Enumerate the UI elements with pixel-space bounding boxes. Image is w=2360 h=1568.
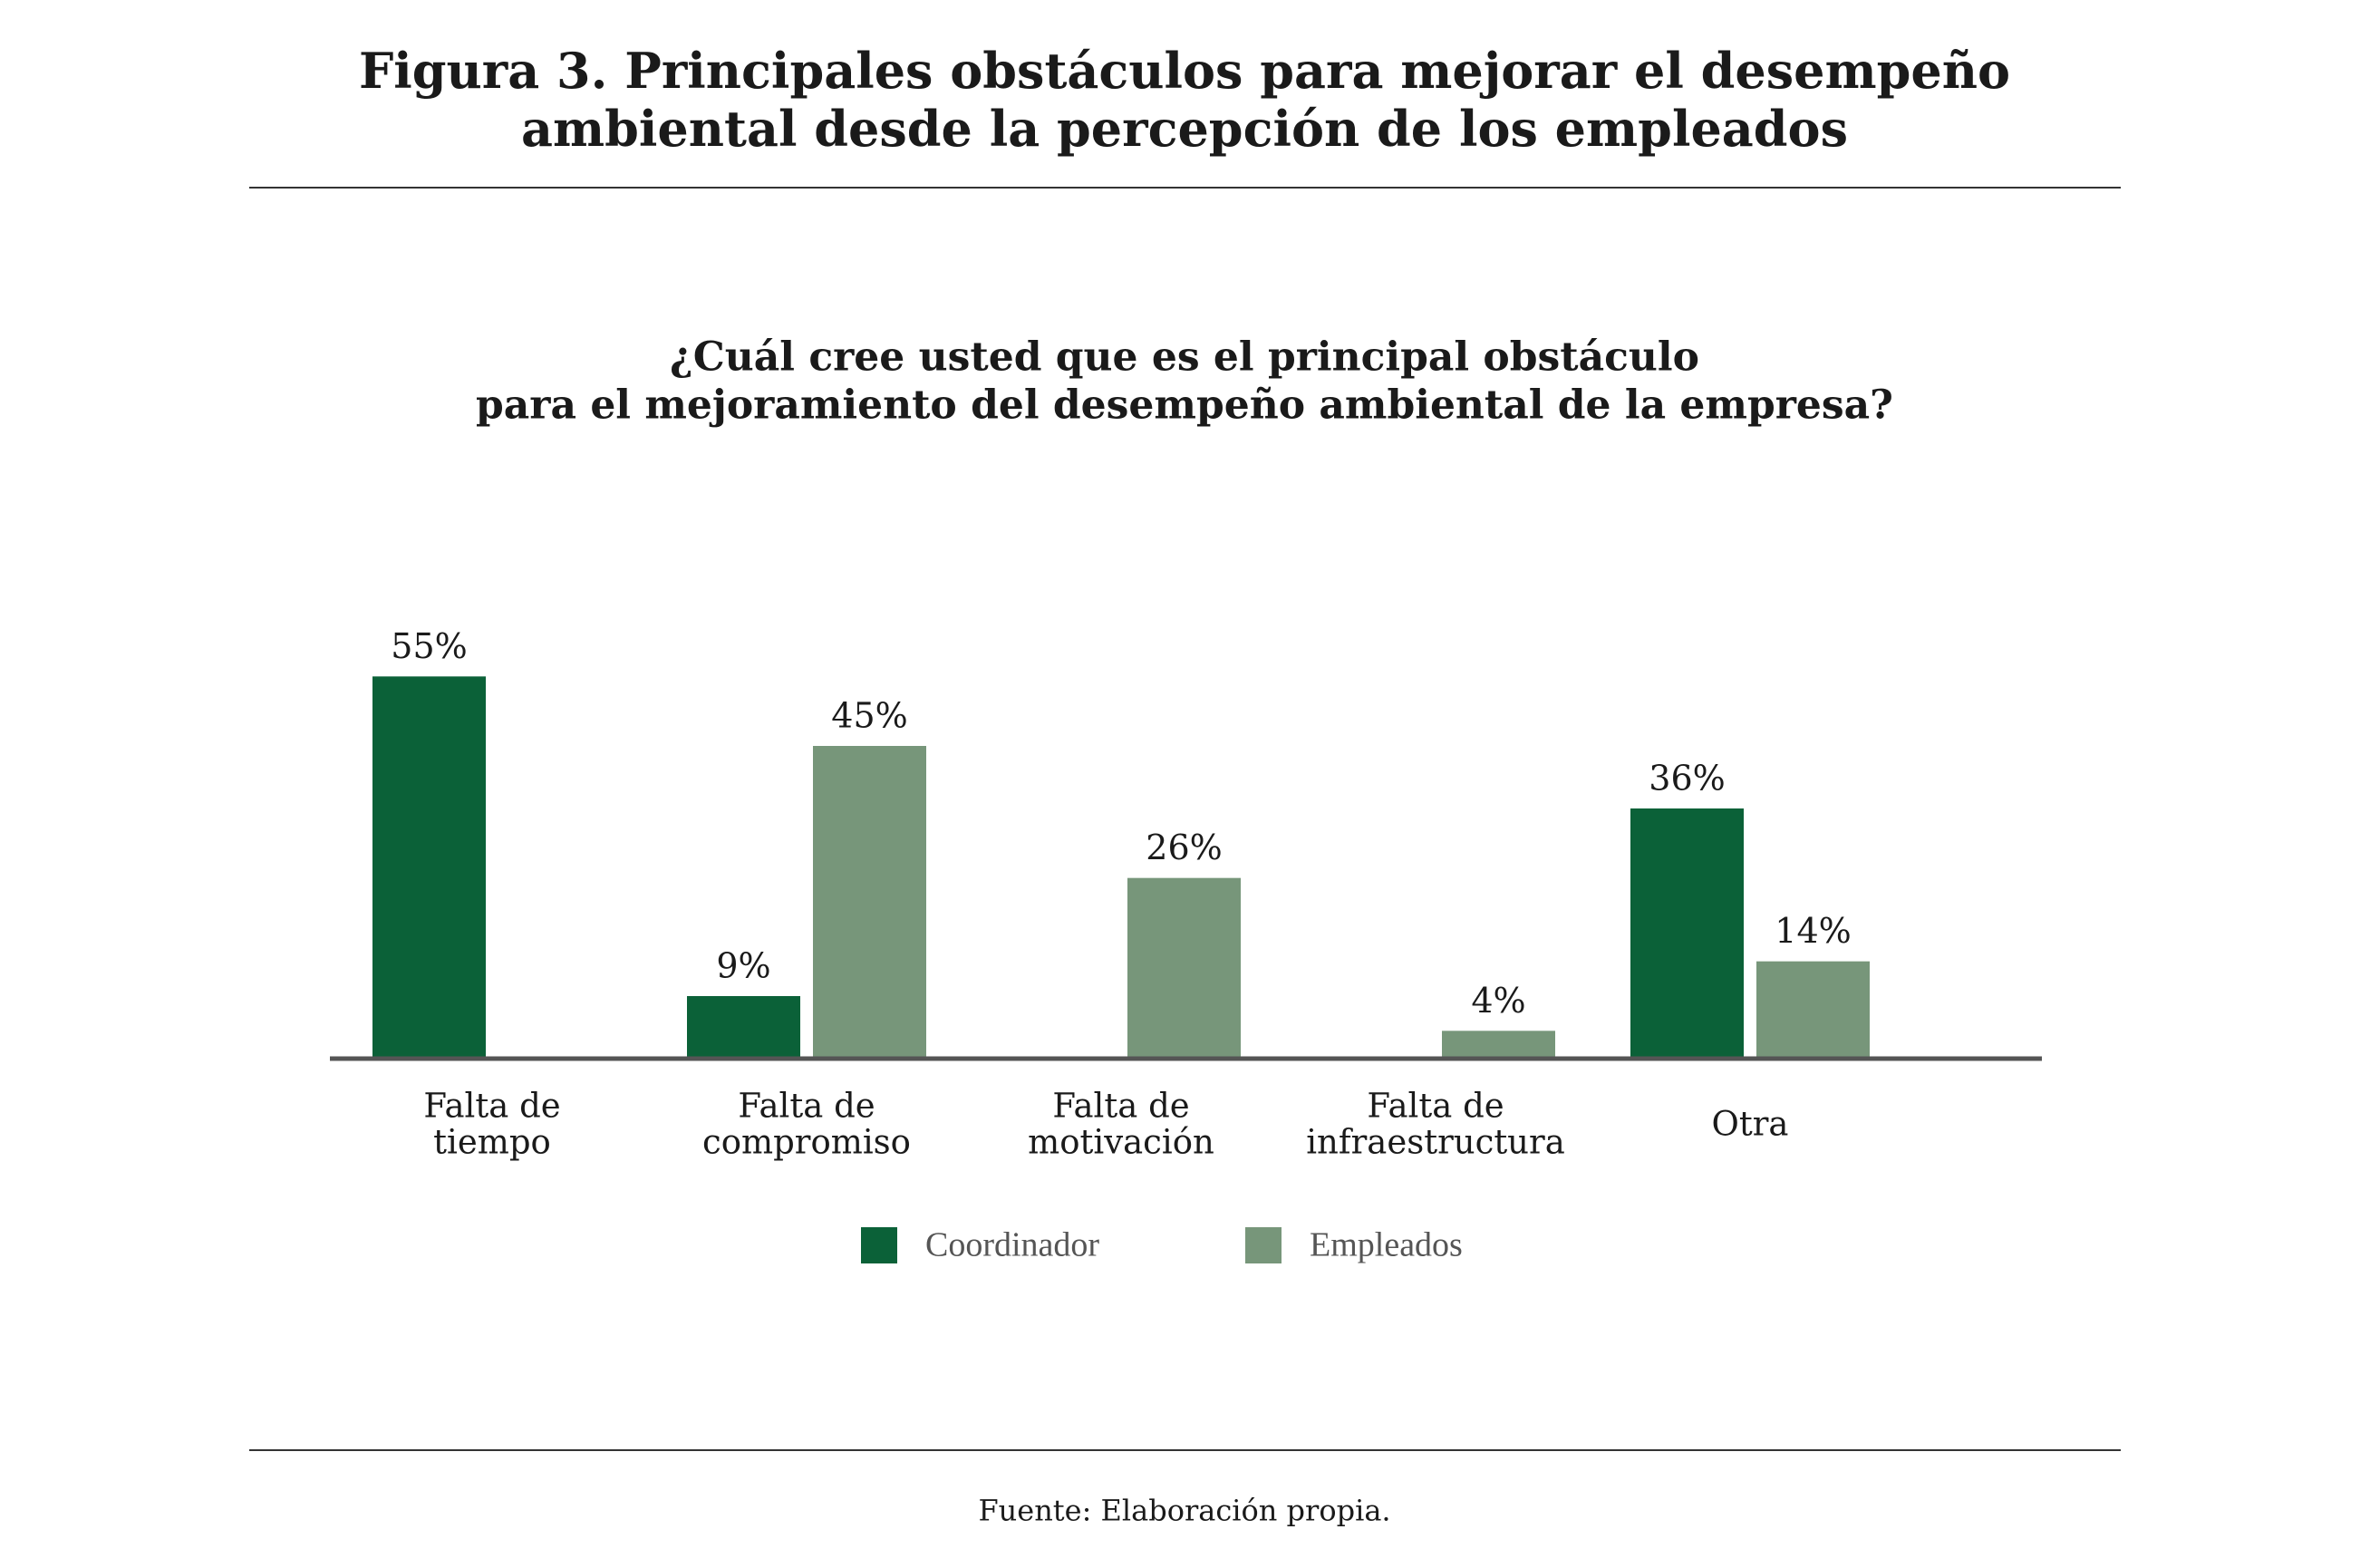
value-label: 55%: [391, 626, 467, 666]
bar: [687, 996, 800, 1059]
bar: [1442, 1031, 1555, 1059]
x-tick-label: infraestructura: [1306, 1123, 1565, 1162]
x-tick-label: Falta de: [1367, 1087, 1504, 1126]
x-tick-label: Falta de: [1052, 1087, 1189, 1126]
bar: [372, 676, 486, 1059]
value-label: 45%: [831, 696, 907, 736]
source: Fuente: Elaboración propia.: [978, 1494, 1390, 1528]
bar: [1756, 961, 1870, 1059]
value-label: 9%: [716, 946, 770, 986]
chart-subtitle: para el mejoramiento del desempeño ambie…: [476, 382, 1893, 429]
x-tick-label: Falta de: [423, 1087, 560, 1126]
bar: [1630, 808, 1744, 1059]
legend-swatch: [1245, 1227, 1282, 1263]
chart-title: ambiental desde la percepción de los emp…: [521, 100, 1848, 158]
x-tick-label: tiempo: [433, 1123, 551, 1162]
legend-label: Empleados: [1310, 1226, 1463, 1264]
chart-subtitle: ¿Cuál cree usted que es el principal obs…: [670, 334, 1699, 381]
x-tick-label: compromiso: [702, 1123, 911, 1162]
legend-label: Coordinador: [925, 1226, 1099, 1264]
x-tick-label: Falta de: [738, 1087, 875, 1126]
x-tick-label: Otra: [1712, 1105, 1789, 1144]
legend-swatch: [861, 1227, 897, 1263]
value-label: 36%: [1649, 759, 1725, 799]
value-label: 14%: [1775, 911, 1851, 951]
value-label: 4%: [1471, 981, 1525, 1021]
bar: [1127, 877, 1241, 1059]
bar: [813, 746, 926, 1059]
chart-title: Figura 3. Principales obstáculos para me…: [359, 42, 2010, 100]
x-tick-label: motivación: [1028, 1123, 1214, 1162]
value-label: 26%: [1146, 828, 1222, 867]
